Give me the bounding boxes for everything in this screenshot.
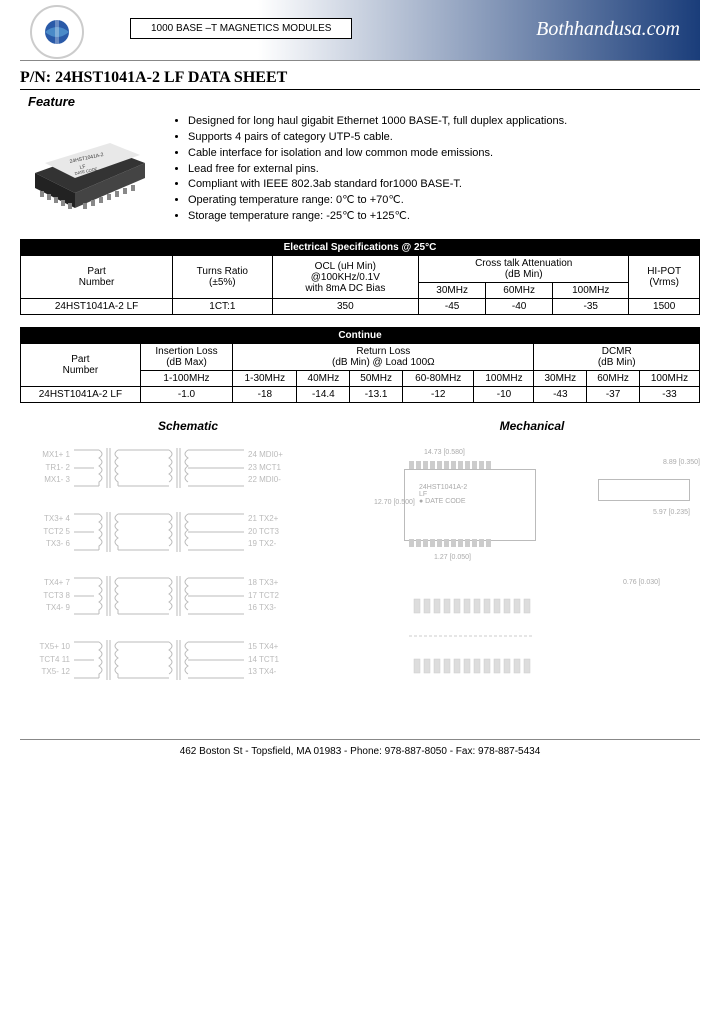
feature-item: Designed for long haul gigabit Ethernet … [188, 114, 700, 129]
rl-sub: 60-80MHz [402, 371, 474, 387]
schematic-transformer-pair: TX5+ 10TCT4 11TX5- 12 15 TX4+14 TCT113 T… [20, 631, 356, 689]
module-type-box: 1000 BASE –T MAGNETICS MODULES [130, 18, 352, 39]
table1-title: Electrical Specifications @ 25°C [21, 240, 700, 256]
schematic-body: MX1+ 1TR1- 2MX1- 3 24 MDI0+23 MCT122 MDI… [20, 439, 356, 719]
table-row: 24HST1041A-2 LF 1CT:1 350 -45 -40 -35 15… [21, 299, 700, 315]
ct-sub-60: 60MHz [486, 283, 553, 299]
title-row: P/N: 24HST1041A-2 LF DATA SHEET [20, 61, 700, 90]
rl-sub: 100MHz [474, 371, 534, 387]
ct-sub-100: 100MHz [553, 283, 629, 299]
brand-url: Bothhandusa.com [536, 18, 680, 41]
top-bar: 1000 BASE –T MAGNETICS MODULES Bothhandu… [20, 0, 700, 61]
ct-sub-30: 30MHz [419, 283, 486, 299]
feature-item: Compliant with IEEE 802.3ab standard for… [188, 177, 700, 192]
table-row: 24HST1041A-2 LF -1.0 -18 -14.4 -13.1 -12… [21, 387, 700, 403]
mechanical-column: Mechanical 14.73 [0.580] 24HST1041A-2 LF… [364, 413, 700, 719]
datasheet-page: 1000 BASE –T MAGNETICS MODULES Bothhandu… [0, 0, 720, 777]
col-turns: Turns Ratio(±5%) [173, 256, 272, 299]
feature-item: Cable interface for isolation and low co… [188, 146, 700, 161]
feature-item: Operating temperature range: 0℃ to +70℃. [188, 193, 700, 208]
rl-sub: 50MHz [350, 371, 403, 387]
dcmr-sub: 60MHz [587, 371, 640, 387]
feature-heading: Feature [20, 90, 700, 113]
col-hipot: HI-POT(Vrms) [629, 256, 700, 299]
continue-spec-table: Continue PartNumber Insertion Loss(dB Ma… [20, 327, 700, 403]
mechanical-title: Mechanical [364, 419, 700, 433]
footprint-diagram [404, 589, 604, 699]
schematic-column: Schematic MX1+ 1TR1- 2MX1- 3 [20, 413, 356, 719]
col-part: PartNumber [21, 256, 173, 299]
il-sub: 1-100MHz [140, 371, 232, 387]
dcmr-sub: 30MHz [534, 371, 587, 387]
feature-item: Storage temperature range: -25℃ to +125℃… [188, 209, 700, 224]
table2-title: Continue [21, 328, 700, 344]
feature-block: 24HST1041A-2 LF DATE CODE Designed for l… [20, 113, 700, 233]
schematic-title: Schematic [20, 419, 356, 433]
part-number-title: P/N: 24HST1041A-2 LF DATA SHEET [20, 69, 287, 86]
transformer-icon [74, 504, 244, 560]
col-ocl: OCL (uH Min)@100KHz/0.1Vwith 8mA DC Bias [272, 256, 419, 299]
package-side-view [598, 479, 690, 501]
col-dcmr: DCMR(dB Min) [534, 344, 700, 371]
rl-sub: 40MHz [297, 371, 350, 387]
col-rl: Return Loss(dB Min) @ Load 100Ω [233, 344, 534, 371]
package-outline: 24HST1041A-2 LF ● DATE CODE [404, 469, 536, 541]
dcmr-sub: 100MHz [639, 371, 699, 387]
schematic-transformer-pair: MX1+ 1TR1- 2MX1- 3 24 MDI0+23 MCT122 MDI… [20, 439, 356, 497]
feature-item: Supports 4 pairs of category UTP-5 cable… [188, 130, 700, 145]
schematic-transformer-pair: TX3+ 4TCT2 5TX3- 6 21 TX2+20 TCT319 TX2- [20, 503, 356, 561]
col-crosstalk: Cross talk Attenuation(dB Min) [419, 256, 629, 283]
col-il: Insertion Loss(dB Max) [140, 344, 232, 371]
rl-sub: 1-30MHz [233, 371, 297, 387]
company-logo [30, 5, 84, 59]
schematic-transformer-pair: TX4+ 7TCT3 8TX4- 9 18 TX3+17 TCT216 TX3- [20, 567, 356, 625]
electrical-spec-table: Electrical Specifications @ 25°C PartNum… [20, 239, 700, 315]
transformer-icon [74, 632, 244, 688]
transformer-icon [74, 568, 244, 624]
feature-item: Lead free for external pins. [188, 162, 700, 177]
col-part2: PartNumber [21, 344, 141, 387]
diagrams-row: Schematic MX1+ 1TR1- 2MX1- 3 [20, 413, 700, 719]
footer-address: 462 Boston St - Topsfield, MA 01983 - Ph… [20, 739, 700, 757]
mechanical-body: 14.73 [0.580] 24HST1041A-2 LF ● DATE COD… [364, 439, 700, 719]
feature-list: Designed for long haul gigabit Ethernet … [170, 113, 700, 233]
chip-image: 24HST1041A-2 LF DATE CODE [20, 113, 160, 233]
transformer-icon [74, 440, 244, 496]
